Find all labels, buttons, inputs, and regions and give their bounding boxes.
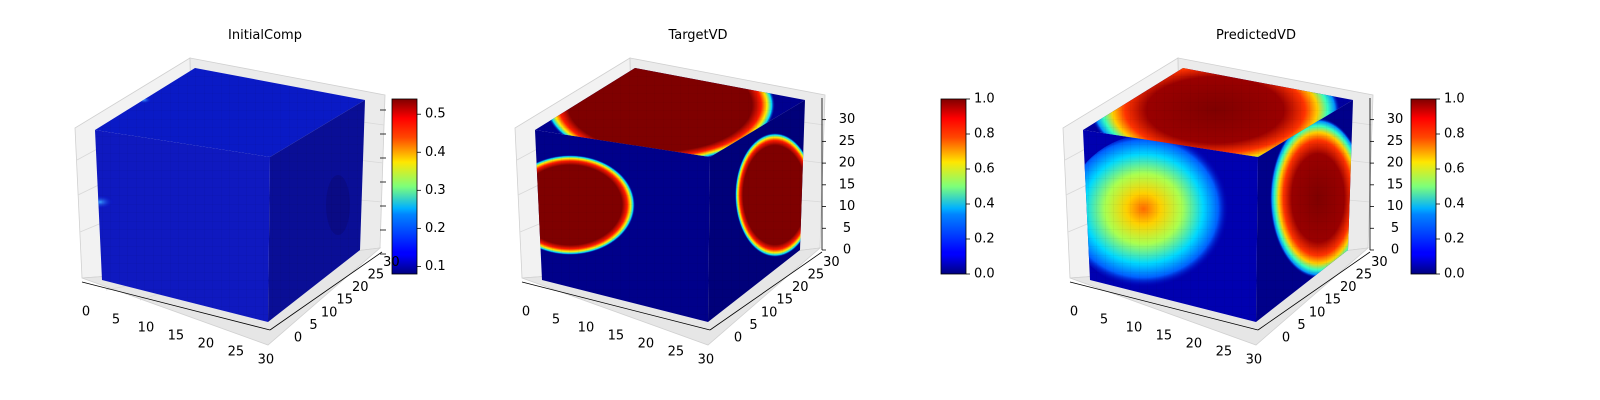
y-axis — [269, 251, 383, 331]
colorbar-tick-label: 0.6 — [1444, 162, 1465, 177]
colorbar-tick-label: 0.2 — [425, 221, 446, 236]
x-tick-label: 5 — [112, 313, 120, 328]
colorbar-tick-label: 0.4 — [425, 145, 446, 160]
y-tick-label: 30 — [383, 255, 400, 270]
z-tick-label: 20 — [839, 156, 856, 171]
colorbar-tick-label: 0.0 — [1444, 267, 1465, 282]
y-tick-label: 20 — [1340, 280, 1357, 295]
colorbar-tick-label: 0.4 — [974, 197, 995, 212]
x-tick-label: 20 — [1186, 337, 1203, 352]
x-axis — [521, 281, 711, 331]
y-tick-label: 20 — [352, 280, 369, 295]
panel-predictedvd: PredictedVD — [1062, 28, 1437, 346]
y-tick-label: 15 — [336, 293, 353, 308]
x-tick-label: 10 — [138, 321, 155, 336]
y-tick-label: 25 — [368, 268, 385, 283]
y-tick-label: 25 — [1356, 268, 1373, 283]
panel-initialcomp: InitialComp — [74, 28, 418, 346]
colorbar-tick-label: 0.6 — [974, 162, 995, 177]
x-tick-label: 0 — [522, 305, 530, 320]
colorbar-gradient — [391, 98, 418, 275]
y-tick-label: 25 — [808, 268, 825, 283]
colorbar — [940, 98, 967, 275]
colorbar-gradient — [1410, 98, 1437, 275]
x-tick-label: 5 — [552, 313, 560, 328]
colorbar-tick-label: 0.0 — [974, 267, 995, 282]
voxel-cube — [535, 68, 805, 322]
y-tick-label: 30 — [823, 255, 840, 270]
x-tick-label: 25 — [1216, 345, 1233, 360]
y-axis — [1257, 251, 1371, 331]
z-tick-label: 10 — [1387, 199, 1404, 214]
x-tick-label: 20 — [638, 337, 655, 352]
colorbar-tick-label: 1.0 — [1444, 92, 1465, 107]
z-tick-label: 30 — [1387, 112, 1404, 127]
y-tick-label: 0 — [734, 331, 742, 346]
y-tick-label: 20 — [792, 280, 809, 295]
y-tick-label: 0 — [1282, 331, 1290, 346]
z-tick-label: 25 — [1387, 134, 1404, 149]
x-tick-label: 30 — [258, 353, 275, 368]
colorbar-tick-label: 0.4 — [1444, 197, 1465, 212]
x-tick-label: 30 — [1246, 353, 1263, 368]
x-tick-label: 10 — [1126, 321, 1143, 336]
x-tick-label: 15 — [608, 329, 625, 344]
y-tick-label: 0 — [294, 331, 302, 346]
z-tick-label: 5 — [843, 221, 851, 236]
z-tick-label: 15 — [1387, 177, 1404, 192]
z-tick-label: 15 — [839, 177, 856, 192]
y-tick-label: 10 — [321, 305, 338, 320]
colorbar-tick-label: 0.8 — [1444, 127, 1465, 142]
x-tick-label: 5 — [1100, 313, 1108, 328]
z-tick-label: 20 — [1387, 156, 1404, 171]
z-tick-label: 25 — [839, 134, 856, 149]
panel-title: TargetVD — [667, 28, 727, 43]
x-tick-label: 15 — [168, 329, 185, 344]
y-tick-label: 10 — [761, 305, 778, 320]
colorbar — [391, 98, 418, 275]
x-tick-label: 10 — [578, 321, 595, 336]
panel-title: InitialComp — [228, 28, 302, 43]
colorbar-tick-label: 0.3 — [425, 183, 446, 198]
x-axis — [1069, 281, 1259, 331]
x-tick-label: 0 — [82, 305, 90, 320]
z-tick-label: 10 — [839, 199, 856, 214]
x-axis — [81, 281, 271, 331]
voxel-cube — [95, 68, 365, 322]
colorbar-tick-label: 0.8 — [974, 127, 995, 142]
colorbar-tick-label: 0.2 — [974, 232, 995, 247]
x-tick-label: 0 — [1070, 305, 1078, 320]
z-tick-label: 30 — [839, 112, 856, 127]
x-tick-label: 30 — [698, 353, 715, 368]
z-tick-label: 0 — [1391, 243, 1399, 258]
y-axis — [709, 251, 823, 331]
y-tick-label: 5 — [309, 318, 317, 333]
colorbar-tick-label: 0.5 — [425, 107, 446, 122]
x-tick-label: 20 — [198, 337, 215, 352]
colorbar-tick-label: 0.1 — [425, 259, 446, 274]
x-tick-label: 25 — [668, 345, 685, 360]
z-tick-label: 0 — [843, 243, 851, 258]
y-tick-label: 5 — [749, 318, 757, 333]
y-tick-label: 10 — [1309, 305, 1326, 320]
y-tick-label: 15 — [776, 293, 793, 308]
colorbar-tick-label: 0.2 — [1444, 232, 1465, 247]
y-tick-label: 30 — [1371, 255, 1388, 270]
colorbar-tick-label: 1.0 — [974, 92, 995, 107]
x-tick-label: 25 — [228, 345, 245, 360]
y-tick-label: 5 — [1297, 318, 1305, 333]
x-tick-label: 15 — [1156, 329, 1173, 344]
colorbar — [1410, 98, 1437, 275]
z-tick-label: 5 — [1391, 221, 1399, 236]
panel-title: PredictedVD — [1216, 28, 1296, 43]
colorbar-gradient — [940, 98, 967, 275]
panel-targetvd: TargetVD — [514, 28, 967, 346]
y-tick-label: 15 — [1324, 293, 1341, 308]
